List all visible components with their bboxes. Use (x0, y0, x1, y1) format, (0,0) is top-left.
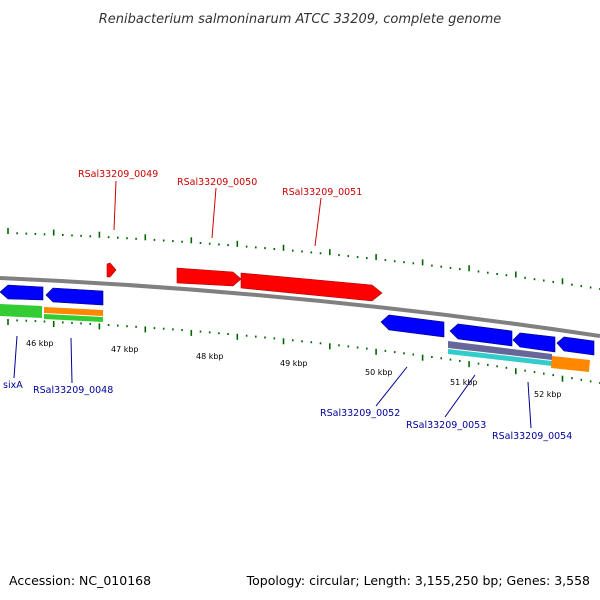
gene-label-rsal33209-0051[interactable]: RSal33209_0051 (282, 187, 362, 198)
gene-rsal33209-0052-left-arrow-icon[interactable] (380, 314, 445, 338)
gene-label-rsal33209-0053[interactable]: RSal33209_0053 (406, 420, 486, 431)
feature-bands (0, 304, 590, 372)
gene-rsal33209-0049-right-arrow-icon[interactable] (106, 262, 117, 278)
gene-label-rsal33209-0049[interactable]: RSal33209_0049 (78, 169, 158, 180)
scale-label: 47 kbp (111, 345, 139, 354)
gene-rsal33209-0051-right-arrow-icon[interactable] (240, 272, 383, 302)
feature-band-0054 (551, 356, 590, 372)
outer-scale-ticks (7, 228, 600, 290)
scale-label: 46 kbp (26, 339, 54, 348)
forward-gene-labels: RSal33209_0049 RSal33209_0050 RSal33209_… (78, 169, 362, 198)
gene-sixa-left-arrow-icon[interactable] (0, 284, 44, 301)
feature-band-0053-cyan (448, 349, 552, 366)
accession-text: Accession: NC_010168 (9, 573, 152, 588)
feature-band-0053-slate (448, 341, 552, 360)
gene-label-rsal33209-0052[interactable]: RSal33209_0052 (320, 408, 400, 419)
scale-label: 50 kbp (365, 368, 393, 377)
scale-label: 48 kbp (196, 352, 224, 361)
topology-text: Topology: circular; Length: 3,155,250 bp… (246, 573, 590, 588)
gene-rsal33209-0050-right-arrow-icon[interactable] (176, 267, 242, 287)
scale-label: 52 kbp (534, 390, 562, 399)
forward-strand-genes (106, 262, 383, 302)
map-title: Renibacterium salmoninarum ATCC 33209, c… (99, 12, 502, 27)
gene-rsal33209-0054-left-arrow-icon[interactable] (512, 332, 556, 353)
reverse-label-leaders (13, 335, 532, 429)
reverse-gene-labels: sixA RSal33209_0048 RSal33209_0052 RSal3… (3, 380, 572, 442)
inner-scale-ticks (7, 319, 600, 384)
feature-band-0048-top (44, 307, 103, 316)
gene-rsal33209-0048-left-arrow-icon[interactable] (45, 287, 104, 306)
gene-label-rsal33209-0054[interactable]: RSal33209_0054 (492, 431, 572, 442)
genome-backbone (0, 276, 600, 338)
gene-adjacent-left-arrow-icon[interactable] (556, 336, 595, 356)
feature-band-sixa (0, 304, 42, 318)
scale-label: 49 kbp (280, 359, 308, 368)
scale-label: 51 kbp (450, 378, 478, 387)
gene-label-rsal33209-0050[interactable]: RSal33209_0050 (177, 177, 257, 188)
gene-label-sixa[interactable]: sixA (3, 380, 23, 391)
gene-label-rsal33209-0048[interactable]: RSal33209_0048 (33, 385, 113, 396)
gene-rsal33209-0053-left-arrow-icon[interactable] (449, 323, 513, 347)
reverse-strand-genes (0, 284, 595, 356)
scale-labels: 46 kbp 47 kbp 48 kbp 49 kbp 50 kbp 51 kb… (26, 339, 562, 399)
feature-band-0048-bottom (44, 314, 103, 322)
forward-label-leaders (113, 180, 322, 247)
